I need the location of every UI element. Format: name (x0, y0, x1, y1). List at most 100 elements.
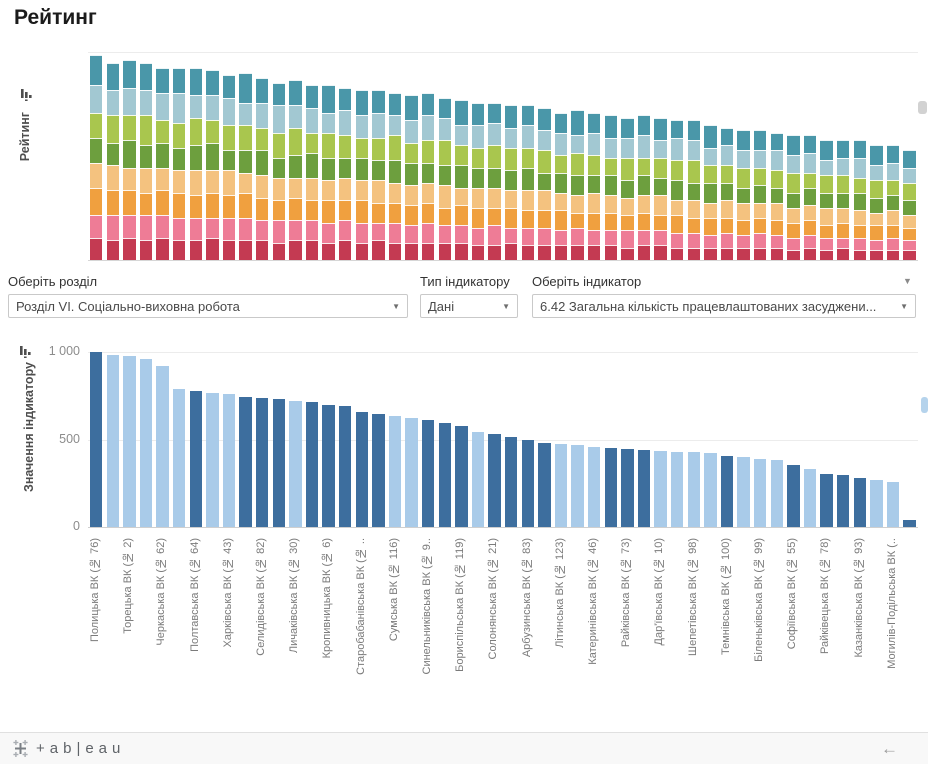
stacked-bar[interactable] (388, 92, 402, 260)
bar-segment[interactable] (671, 215, 684, 233)
bar-segment[interactable] (405, 95, 418, 120)
bar-segment[interactable] (422, 222, 435, 243)
bar-segment[interactable] (339, 157, 352, 178)
bar-segment[interactable] (820, 207, 833, 225)
stacked-bar[interactable] (820, 140, 833, 260)
stacked-bar[interactable] (455, 100, 468, 260)
bar-segment[interactable] (886, 225, 900, 238)
bar-segment[interactable] (90, 215, 103, 238)
value-bar[interactable] (737, 457, 750, 527)
bar-segment[interactable] (272, 242, 285, 260)
bar-segment[interactable] (787, 222, 800, 238)
value-bar[interactable] (372, 414, 385, 527)
value-bar[interactable] (837, 475, 850, 527)
stacked-bar[interactable] (770, 132, 783, 260)
value-bar[interactable] (156, 366, 169, 527)
value-bar[interactable] (339, 405, 352, 527)
bar-segment[interactable] (189, 117, 202, 145)
stacked-bar[interactable] (837, 140, 850, 260)
bar-segment[interactable] (455, 225, 468, 243)
bar-segment[interactable] (239, 72, 252, 103)
bar-segment[interactable] (720, 217, 734, 233)
bar-segment[interactable] (886, 180, 900, 195)
bar-segment[interactable] (123, 140, 136, 168)
value-bar[interactable] (671, 451, 684, 527)
stacked-bar[interactable] (139, 62, 153, 260)
value-bar[interactable] (123, 356, 136, 527)
bar-segment[interactable] (173, 240, 186, 260)
stacked-bar[interactable] (422, 92, 435, 260)
bar-segment[interactable] (637, 157, 651, 175)
stacked-bar[interactable] (289, 80, 302, 260)
bar-segment[interactable] (621, 247, 634, 260)
bar-segment[interactable] (139, 115, 153, 145)
value-bar[interactable] (289, 401, 302, 527)
bar-segment[interactable] (355, 115, 368, 138)
value-bar[interactable] (189, 391, 202, 527)
bar-segment[interactable] (554, 155, 568, 173)
bar-segment[interactable] (139, 215, 153, 240)
bar-segment[interactable] (305, 200, 319, 220)
bar-segment[interactable] (720, 182, 734, 200)
value-bar[interactable] (554, 444, 568, 527)
bar-segment[interactable] (222, 195, 236, 218)
bar-segment[interactable] (754, 185, 767, 203)
bar-segment[interactable] (322, 222, 335, 243)
value-bar[interactable] (604, 447, 617, 527)
bar-segment[interactable] (322, 200, 335, 223)
bar-segment[interactable] (687, 217, 700, 233)
bar-segment[interactable] (256, 77, 269, 103)
bar-segment[interactable] (837, 157, 850, 175)
bar-segment[interactable] (521, 210, 534, 228)
bar-segment[interactable] (521, 245, 534, 260)
bar-segment[interactable] (671, 180, 684, 200)
bar-segment[interactable] (372, 180, 385, 203)
bar-segment[interactable] (139, 90, 153, 115)
bar-segment[interactable] (471, 125, 485, 148)
bar-segment[interactable] (372, 202, 385, 223)
bar-segment[interactable] (173, 217, 186, 240)
bar-segment[interactable] (604, 195, 617, 213)
bar-segment[interactable] (571, 245, 584, 260)
bar-segment[interactable] (256, 175, 269, 198)
bar-segment[interactable] (853, 250, 866, 260)
bar-segment[interactable] (870, 250, 883, 260)
bar-segment[interactable] (588, 155, 601, 175)
value-bar[interactable] (870, 479, 883, 527)
bar-segment[interactable] (488, 145, 501, 168)
bar-segment[interactable] (803, 247, 817, 260)
bar-segment[interactable] (820, 225, 833, 238)
bar-segment[interactable] (422, 242, 435, 260)
bar-segment[interactable] (554, 112, 568, 133)
bar-segment[interactable] (803, 152, 817, 173)
bar-segment[interactable] (455, 125, 468, 145)
bar-segment[interactable] (123, 237, 136, 260)
bar-segment[interactable] (870, 240, 883, 250)
value-bar[interactable] (239, 396, 252, 527)
bar-segment[interactable] (256, 220, 269, 240)
stacked-bar[interactable] (787, 135, 800, 260)
bar-segment[interactable] (471, 147, 485, 168)
bar-segment[interactable] (139, 240, 153, 260)
bar-segment[interactable] (305, 152, 319, 178)
bar-segment[interactable] (505, 147, 518, 170)
bar-segment[interactable] (903, 250, 916, 260)
bar-segment[interactable] (139, 62, 153, 90)
bar-segment[interactable] (372, 112, 385, 138)
bar-segment[interactable] (754, 202, 767, 218)
bar-segment[interactable] (505, 207, 518, 228)
bar-segment[interactable] (505, 227, 518, 243)
bar-segment[interactable] (538, 190, 551, 210)
value-bar[interactable] (173, 388, 186, 527)
stacked-bar[interactable] (189, 67, 202, 260)
bar-segment[interactable] (538, 150, 551, 173)
bar-segment[interactable] (704, 202, 717, 218)
bar-segment[interactable] (106, 215, 119, 240)
bar-segment[interactable] (886, 250, 900, 260)
bar-segment[interactable] (471, 187, 485, 208)
bar-segment[interactable] (604, 115, 617, 138)
bar-segment[interactable] (355, 137, 368, 158)
bar-segment[interactable] (422, 202, 435, 223)
bar-segment[interactable] (438, 225, 451, 243)
bar-segment[interactable] (687, 160, 700, 183)
